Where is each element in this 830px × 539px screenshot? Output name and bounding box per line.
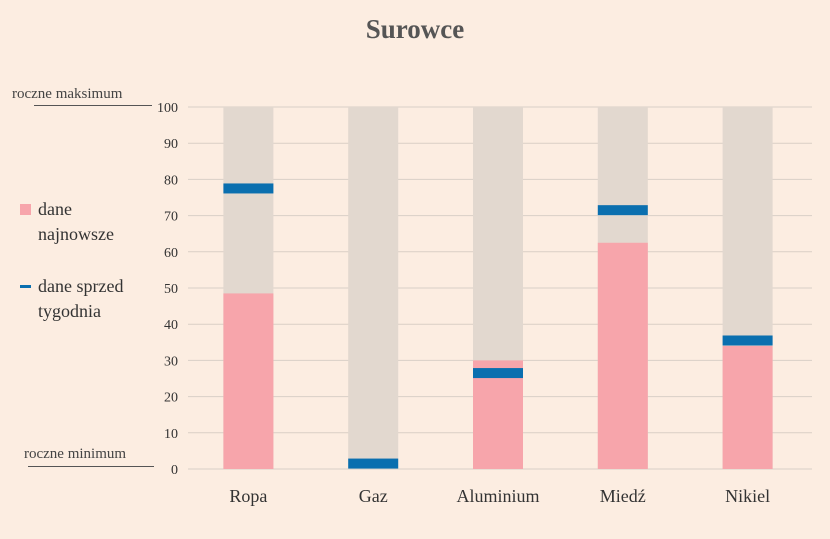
latest-value-bar — [223, 293, 274, 469]
y-tick-label: 20 — [164, 391, 178, 406]
y-tick-label: 80 — [164, 173, 178, 188]
legend-label-week-ago: dane sprzed tygodnia — [38, 276, 124, 321]
week-ago-marker — [223, 183, 274, 194]
y-axis-ticks: 0 10 20 30 40 50 60 70 80 90 100 — [157, 101, 178, 478]
legend-swatch-latest — [20, 204, 31, 215]
y-tick-label: 0 — [171, 463, 178, 478]
x-tick-label: Aluminium — [456, 486, 539, 506]
y-tick-label: 40 — [164, 318, 178, 333]
legend-swatch-week-ago — [20, 285, 31, 288]
legend-label-latest: dane najnowsze — [38, 199, 114, 244]
latest-value-bar — [473, 360, 523, 469]
y-tick-label: 90 — [164, 137, 178, 152]
x-tick-label: Nikiel — [725, 486, 770, 506]
week-ago-marker — [473, 368, 523, 379]
chart-title: Surowce — [365, 14, 465, 44]
legend-item-week-ago: dane sprzed tygodnia — [18, 274, 158, 324]
legend: dane najnowsze dane sprzed tygodnia — [18, 197, 158, 324]
legend-item-latest: dane najnowsze — [18, 197, 158, 247]
annual-min-label: roczne minimum — [24, 446, 127, 462]
annual-max-line — [34, 105, 152, 106]
week-ago-marker — [348, 458, 399, 469]
x-tick-label: Miedź — [600, 486, 646, 506]
x-axis-ticks: Ropa Gaz Aluminium Miedź Nikiel — [229, 486, 770, 506]
latest-value-bar — [597, 242, 648, 469]
y-tick-label: 30 — [164, 354, 178, 369]
y-tick-label: 60 — [164, 246, 178, 261]
y-tick-label: 70 — [164, 210, 178, 225]
y-tick-label: 100 — [157, 101, 178, 116]
latest-value-bar — [722, 345, 773, 469]
x-tick-label: Gaz — [359, 486, 388, 506]
y-tick-label: 10 — [164, 427, 178, 442]
range-bar — [348, 107, 399, 469]
y-tick-label: 50 — [164, 282, 178, 297]
annual-min-line — [28, 466, 154, 467]
week-ago-marker — [722, 335, 773, 346]
bars — [223, 107, 773, 469]
x-tick-label: Ropa — [229, 486, 267, 506]
week-ago-marker — [597, 205, 648, 216]
annual-max-label: roczne maksimum — [12, 86, 123, 102]
